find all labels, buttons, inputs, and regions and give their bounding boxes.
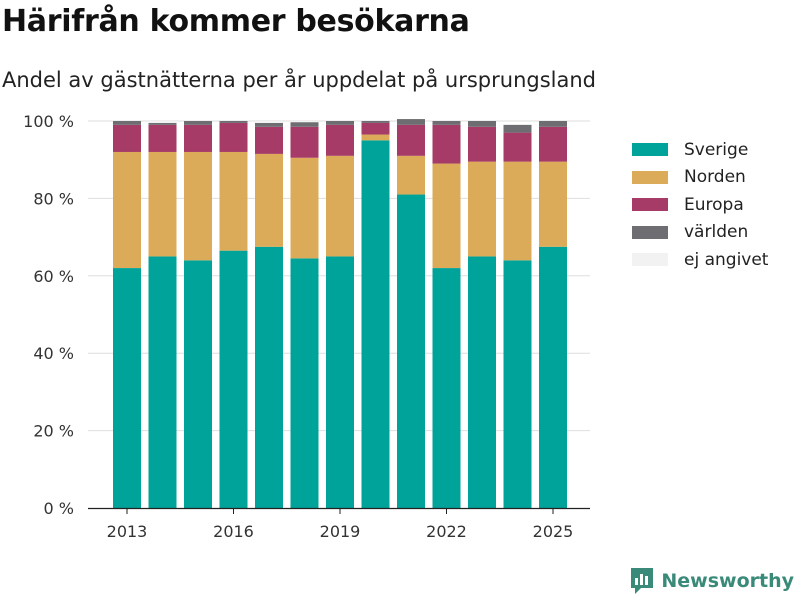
bar-segment-Norden	[219, 151, 248, 251]
bar-segment-världen	[432, 121, 461, 125]
bar-segment-Norden	[503, 161, 532, 261]
bar-segment-världen	[184, 121, 212, 125]
bar-segment-Norden	[432, 163, 461, 269]
bar-segment-Sverige	[397, 194, 425, 508]
bar-segment-Sverige	[326, 256, 354, 508]
bar-segment-Europa	[397, 124, 425, 156]
bar-segment-världen	[397, 119, 425, 125]
bar-segment-Europa	[468, 126, 496, 162]
bar-segment-Sverige	[432, 268, 461, 508]
bar-segment-Norden	[148, 151, 177, 257]
bar-segment-Norden	[184, 151, 212, 261]
legend-label: Norden	[684, 167, 746, 188]
bar-segment-världen	[290, 122, 319, 127]
legend-swatch	[632, 198, 668, 212]
bar-segment-världen	[255, 122, 283, 127]
legend-swatch	[632, 143, 668, 157]
bar-segment-Sverige	[255, 246, 283, 508]
newsworthy-icon	[631, 568, 654, 594]
bar-segment-Norden	[113, 151, 141, 269]
bar-segment-Sverige	[361, 140, 390, 508]
legend-item: ej angivet	[632, 246, 768, 274]
newsworthy-logo: Newsworthy	[629, 566, 794, 596]
bar-segment-Sverige	[148, 256, 177, 508]
bar-segment-världen	[113, 121, 141, 125]
bar-segment-Europa	[219, 122, 248, 152]
x-tick-label: 2013	[107, 522, 148, 541]
legend-label: världen	[684, 222, 749, 243]
y-tick-label: 60 %	[33, 267, 74, 286]
legend-item: Europa	[632, 191, 768, 219]
bar-segment-världen	[326, 121, 354, 125]
bar-segment-Norden	[255, 153, 283, 247]
x-tick-label: 2019	[320, 522, 361, 541]
y-tick-label: 80 %	[33, 189, 74, 208]
bar-segment-Europa	[290, 126, 319, 158]
bar-segment-Europa	[503, 132, 532, 162]
legend-item: världen	[632, 219, 768, 247]
legend-label: ej angivet	[684, 249, 769, 270]
bar-segment-Europa	[148, 124, 177, 152]
bar-segment-Europa	[255, 126, 283, 154]
bar-segment-Europa	[539, 126, 567, 162]
bar-segment-Norden	[361, 134, 390, 141]
x-tick-label: 2022	[426, 522, 467, 541]
chart-subtitle: Andel av gästnätterna per år uppdelat på…	[2, 68, 596, 92]
x-tick-label: 2016	[213, 522, 254, 541]
legend-item: Sverige	[632, 136, 768, 164]
bar-segment-Europa	[361, 122, 390, 135]
bar-segment-ej-angivet	[148, 121, 177, 123]
bar-segment-ej-angivet	[255, 121, 283, 123]
bar-segment-Sverige	[184, 260, 212, 508]
bar-segment-Norden	[539, 161, 567, 247]
bar-segment-Europa	[113, 124, 141, 152]
bar-segment-Sverige	[113, 268, 141, 508]
y-tick-label: 40 %	[33, 344, 74, 363]
bar-segment-världen	[219, 121, 248, 123]
bar-segment-världen	[503, 124, 532, 133]
bar-segment-Norden	[326, 155, 354, 257]
bar-segment-Europa	[326, 124, 354, 156]
legend-swatch	[632, 253, 668, 267]
legend-label: Sverige	[684, 139, 749, 160]
legend-label: Europa	[684, 194, 744, 215]
y-tick-label: 20 %	[33, 422, 74, 441]
legend-item: Norden	[632, 164, 768, 192]
chart-title: Härifrån kommer besökarna	[2, 4, 470, 39]
bar-segment-Sverige	[539, 246, 567, 508]
legend-swatch	[632, 225, 668, 239]
chart-legend: Sverige Norden Europa världen ej angivet	[632, 136, 768, 274]
stacked-bar-chart: 0 % 20 % 40 % 60 % 80 % 100 % 2013 2016 2019 2022…	[23, 112, 590, 541]
bar-segment-Norden	[468, 161, 496, 257]
bar-segment-Sverige	[219, 250, 248, 508]
bar-segment-Europa	[432, 124, 461, 164]
bar-segment-Norden	[397, 155, 425, 195]
bar-segment-världen	[539, 121, 567, 127]
bar-segment-världen	[468, 121, 496, 127]
legend-swatch	[632, 170, 668, 184]
bar-segment-ej-angivet	[290, 121, 319, 123]
bar-segment-Sverige	[503, 260, 532, 508]
bar-segment-Sverige	[290, 258, 319, 508]
bar-segment-världen	[361, 121, 390, 123]
x-tick-label: 2025	[533, 522, 574, 541]
bar-segment-världen	[148, 122, 177, 125]
y-tick-label: 0 %	[44, 499, 74, 518]
bar-segment-Norden	[290, 157, 319, 259]
bar-segment-Europa	[184, 124, 212, 152]
bar-segment-Sverige	[468, 256, 496, 508]
brand-name: Newsworthy	[661, 570, 794, 592]
y-tick-label: 100 %	[23, 112, 74, 131]
